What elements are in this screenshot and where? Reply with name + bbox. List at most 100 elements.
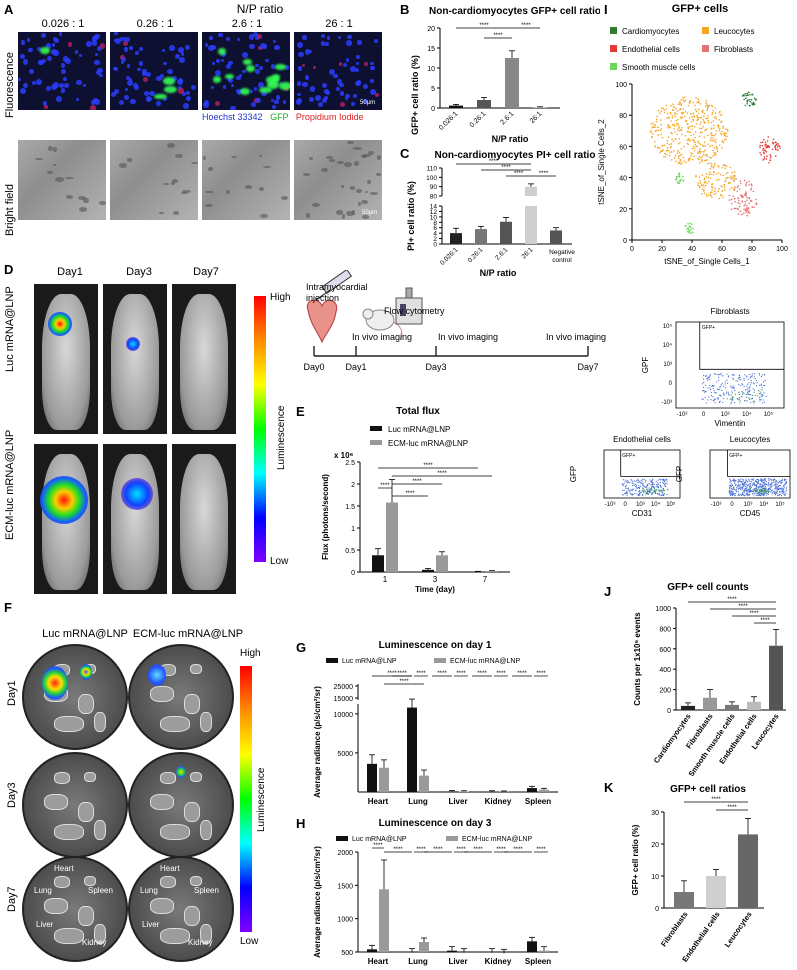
flow-event <box>751 394 753 397</box>
tsne-point <box>671 132 673 135</box>
tsne-point <box>704 180 707 183</box>
flow-event <box>738 485 740 487</box>
flow-event <box>632 488 634 490</box>
tsne-point <box>703 192 706 195</box>
tsne-point <box>695 110 698 113</box>
y-tick-label: 30 <box>651 810 659 817</box>
flow-event <box>739 493 742 495</box>
flow-event <box>652 491 654 494</box>
scale-bar-bf: 50μm <box>362 210 378 216</box>
tsne-point <box>678 172 681 175</box>
tsne-point <box>705 99 707 102</box>
tsne-point <box>712 166 715 169</box>
flow-event <box>731 390 733 392</box>
flow-event <box>780 491 782 493</box>
f-col-luc: Luc mRNA@LNP <box>42 628 128 640</box>
panel-j-letter: J <box>604 584 612 599</box>
flow-event <box>757 485 759 488</box>
flow-event <box>782 485 784 487</box>
y-unit: x 10⁶ <box>334 451 354 460</box>
flow-event <box>731 397 733 400</box>
flow-event <box>624 479 626 481</box>
flow-event <box>747 484 749 486</box>
tsne-point <box>746 92 748 95</box>
flow-x-tick: 10⁴ <box>759 501 769 508</box>
flow-event <box>735 380 737 382</box>
flow-event <box>712 396 714 398</box>
tsne-point <box>674 115 676 118</box>
flow-event <box>741 383 743 385</box>
tsne-point <box>747 210 750 213</box>
bar <box>419 775 429 792</box>
tsne-point <box>710 163 713 165</box>
flow-event <box>731 392 733 394</box>
panel-f-letter: F <box>4 600 12 615</box>
fluorescence-image <box>294 32 382 110</box>
flow-event <box>760 391 762 393</box>
flow-event <box>737 488 740 490</box>
tsne-point <box>762 159 765 161</box>
flow-event <box>765 494 767 496</box>
tsne-point <box>701 144 704 147</box>
bar <box>747 701 761 710</box>
tsne-point <box>702 111 704 113</box>
tsne-point <box>767 136 770 138</box>
tsne-point <box>697 184 699 186</box>
tsne-point <box>718 197 721 200</box>
x-tick-label: Heart <box>368 957 389 966</box>
flow-event <box>746 491 748 493</box>
tsne-point <box>745 94 747 97</box>
flow-event <box>756 478 758 481</box>
flow-event <box>722 385 724 387</box>
flow-event <box>645 493 648 495</box>
tsne-point <box>771 148 774 151</box>
flow-event <box>783 479 785 481</box>
chart-k: GFP+ cell ratios0102030FibroblastsEndoth… <box>631 784 764 964</box>
flow-event <box>762 488 764 490</box>
day7-label: Day7 <box>193 266 219 278</box>
tsne-point <box>680 153 683 156</box>
flow-event <box>776 490 779 492</box>
flow-event <box>734 479 736 481</box>
x-tick-label: Liver <box>448 797 467 806</box>
flow-event <box>666 483 668 485</box>
tsne-point <box>731 176 733 179</box>
timeline-day3: Day3 <box>425 362 446 372</box>
significance-stars: **** <box>397 671 407 677</box>
timeline-diagram: Intramyocardial injection Flow cytometry … <box>303 270 606 372</box>
flow-event <box>758 374 761 376</box>
flow-y-tick: 10⁵ <box>663 323 673 330</box>
flow-event <box>648 492 650 494</box>
x-axis-label: tSNE_of_Single Cells_1 <box>664 257 750 266</box>
flow-event <box>707 387 709 389</box>
tsne-point <box>701 155 704 158</box>
tsne-point <box>659 129 662 132</box>
tsne-point <box>666 116 668 119</box>
flow-event <box>644 490 646 492</box>
flow-event <box>730 485 732 487</box>
y-axis-label: GFP+ cell ratio (%) <box>631 824 640 895</box>
flow-event <box>747 489 749 491</box>
mouse-image <box>172 284 236 434</box>
flow-event <box>749 486 751 488</box>
y-tick-label: 8 <box>433 220 437 227</box>
tsne-point <box>739 180 742 182</box>
bar <box>422 569 434 572</box>
tsne-point <box>714 192 717 195</box>
flow-event <box>747 387 749 389</box>
tsne-point <box>666 147 669 149</box>
tsne-point <box>712 149 715 152</box>
flow-event <box>662 491 664 493</box>
flow-event <box>730 387 732 389</box>
flow-event <box>784 484 786 486</box>
bar <box>447 791 457 792</box>
flow-event <box>720 384 722 386</box>
chart-i-title: GFP+ cells <box>672 3 729 15</box>
f-row-day1: Day1 <box>6 680 18 706</box>
flow-event <box>742 486 744 488</box>
flow-event <box>729 487 731 489</box>
tsne-point <box>754 99 757 101</box>
flow-event <box>780 482 782 484</box>
organ-label: Kidney <box>82 938 107 947</box>
